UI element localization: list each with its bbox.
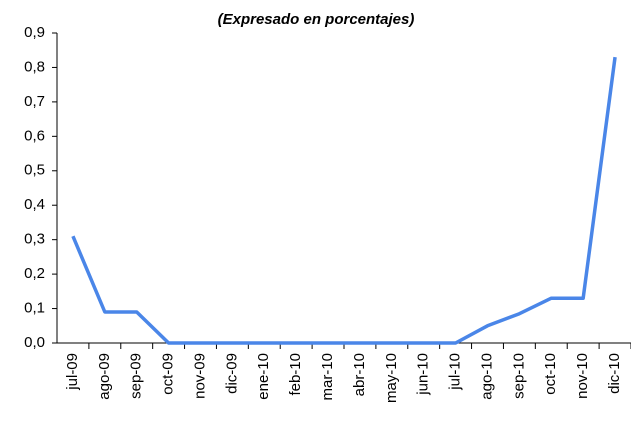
- x-tick-label: dic-09: [223, 353, 240, 394]
- x-tick-label: oct-10: [542, 353, 559, 395]
- x-tick-label: jun-10: [415, 353, 432, 396]
- y-tick-label: 0,5: [24, 162, 45, 179]
- x-tick-label: ene-10: [255, 353, 272, 400]
- x-tick-label: may-10: [383, 353, 400, 403]
- y-tick-label: 0,8: [24, 58, 45, 75]
- x-tick-label: dic-10: [606, 353, 623, 394]
- x-tick-label: jul-10: [447, 353, 464, 391]
- y-tick-label: 0,2: [24, 265, 45, 282]
- x-tick-label: jul-09: [64, 353, 81, 391]
- x-tick-label: sep-10: [510, 353, 527, 399]
- x-tick-label: feb-10: [287, 353, 304, 396]
- x-tick-label: abr-10: [351, 353, 368, 396]
- x-tick-label: oct-09: [160, 353, 177, 395]
- y-tick-label: 0,6: [24, 127, 45, 144]
- x-tick-label: mar-10: [319, 353, 336, 401]
- chart-title: (Expresado en porcentajes): [218, 11, 415, 28]
- x-tick-label: nov-09: [191, 353, 208, 399]
- y-tick-label: 0,3: [24, 231, 45, 248]
- y-tick-label: 0,1: [24, 300, 45, 317]
- x-tick-label: nov-10: [574, 353, 591, 399]
- y-tick-label: 0,7: [24, 93, 45, 110]
- y-tick-label: 0,0: [24, 334, 45, 351]
- data-line: [71, 56, 617, 345]
- x-tick-label: sep-09: [128, 353, 145, 399]
- y-tick-label: 0,9: [24, 24, 45, 41]
- x-tick-label: ago-09: [96, 353, 113, 400]
- x-tick-label: ago-10: [478, 353, 495, 400]
- y-tick-label: 0,4: [24, 196, 45, 213]
